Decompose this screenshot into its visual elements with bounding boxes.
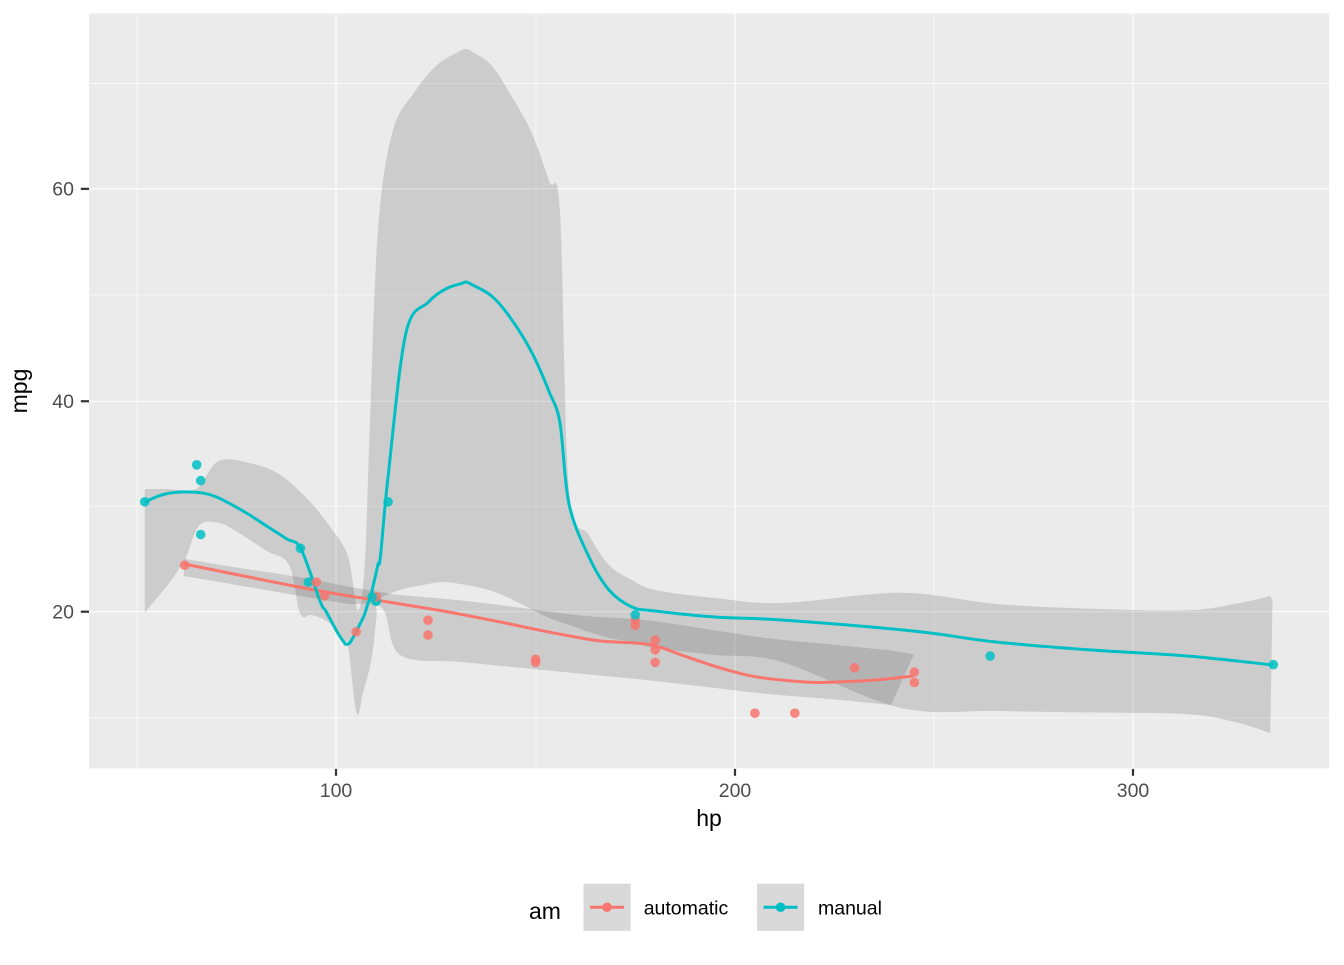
svg-text:60: 60 <box>52 179 74 201</box>
svg-text:300: 300 <box>1117 780 1150 802</box>
svg-text:mpg: mpg <box>6 369 32 414</box>
svg-text:40: 40 <box>52 391 74 413</box>
svg-text:200: 200 <box>719 780 752 802</box>
svg-text:automatic: automatic <box>644 898 729 920</box>
svg-text:am: am <box>529 898 561 924</box>
svg-text:hp: hp <box>696 805 722 831</box>
svg-text:100: 100 <box>320 780 353 802</box>
svg-text:manual: manual <box>818 898 882 920</box>
svg-text:20: 20 <box>52 601 74 623</box>
